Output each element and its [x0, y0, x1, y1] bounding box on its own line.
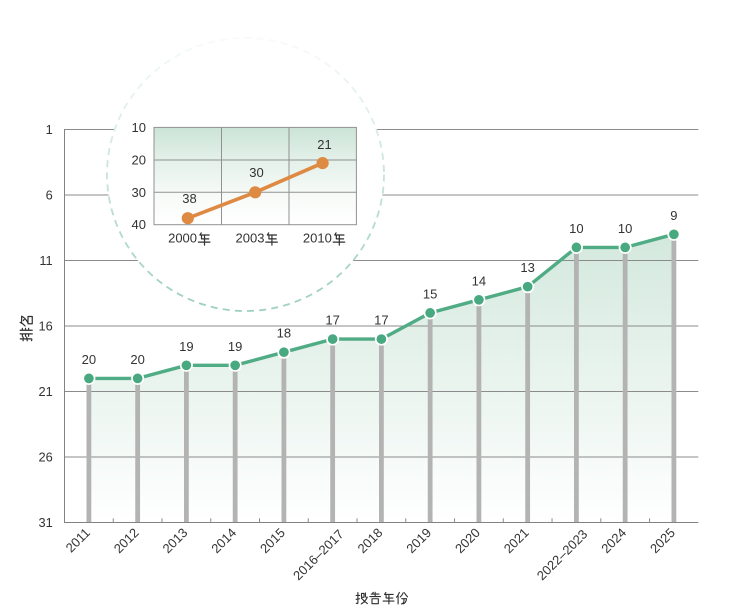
svg-text:2010: 2010	[303, 231, 332, 246]
svg-text:2003: 2003	[236, 231, 265, 246]
svg-text:2012: 2012	[111, 525, 142, 556]
svg-text:20: 20	[132, 153, 146, 168]
svg-text:31: 31	[38, 515, 52, 530]
svg-text:2021: 2021	[501, 525, 532, 556]
svg-text:30: 30	[249, 165, 263, 180]
svg-text:20: 20	[82, 352, 96, 367]
svg-text:26: 26	[38, 450, 52, 465]
svg-text:15: 15	[423, 286, 437, 301]
svg-text:20: 20	[130, 352, 144, 367]
svg-text:1: 1	[46, 122, 53, 137]
svg-text:16: 16	[38, 319, 52, 334]
svg-text:2020: 2020	[452, 525, 483, 556]
svg-text:10: 10	[618, 221, 632, 236]
svg-text:30: 30	[132, 185, 146, 200]
svg-text:2025: 2025	[647, 525, 678, 556]
svg-text:2000: 2000	[168, 231, 197, 246]
svg-text:17: 17	[374, 313, 388, 328]
svg-text:2014: 2014	[208, 525, 239, 556]
svg-text:38: 38	[182, 191, 196, 206]
svg-text:10: 10	[569, 221, 583, 236]
svg-text:11: 11	[39, 253, 52, 268]
svg-text:2024: 2024	[598, 525, 629, 556]
svg-text:9: 9	[670, 208, 677, 223]
svg-text:2022–2023: 2022–2023	[534, 527, 591, 584]
svg-text:19: 19	[179, 339, 193, 354]
svg-text:21: 21	[317, 137, 331, 152]
svg-text:17: 17	[325, 313, 339, 328]
svg-text:19: 19	[228, 339, 242, 354]
svg-text:2011: 2011	[63, 525, 93, 555]
svg-text:13: 13	[520, 260, 534, 275]
svg-text:6: 6	[46, 188, 53, 203]
svg-text:21: 21	[38, 384, 52, 399]
svg-text:18: 18	[277, 326, 291, 341]
svg-text:2019: 2019	[403, 525, 434, 556]
svg-text:2018: 2018	[354, 525, 385, 556]
svg-text:40: 40	[132, 217, 146, 232]
svg-text:2013: 2013	[159, 525, 190, 556]
svg-text:10: 10	[132, 120, 146, 135]
svg-text:2015: 2015	[257, 525, 288, 556]
svg-text:14: 14	[472, 273, 486, 288]
svg-text:2016–2017: 2016–2017	[290, 527, 347, 584]
